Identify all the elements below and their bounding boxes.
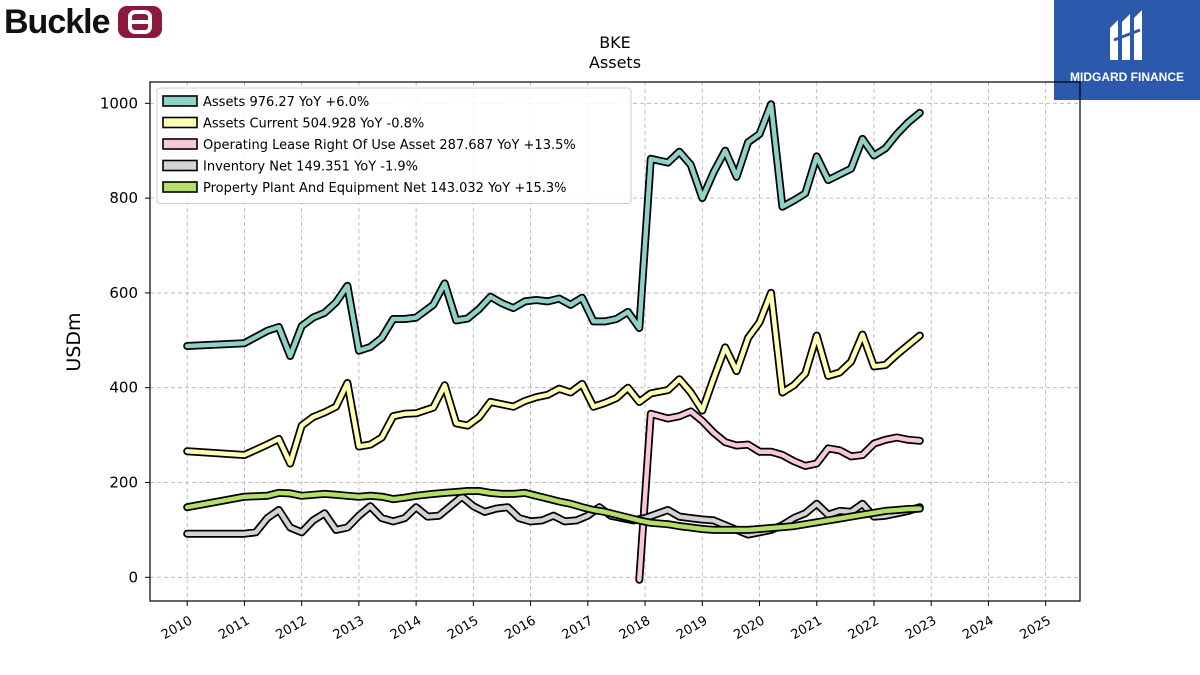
chart-title: BKE <box>599 33 631 52</box>
series-line <box>184 494 923 537</box>
y-tick-label: 1000 <box>100 94 138 112</box>
series-line-outline <box>635 407 924 584</box>
x-tick-label: 2021 <box>789 613 825 643</box>
legend-label: Inventory Net 149.351 YoY -1.9% <box>203 160 418 175</box>
midgard-emblem-icon <box>1110 10 1142 60</box>
y-tick-label: 0 <box>128 568 138 586</box>
x-tick-label: 2020 <box>731 613 767 643</box>
series-line <box>184 290 923 466</box>
x-tick-label: 2025 <box>1018 613 1054 643</box>
y-tick-label: 200 <box>109 474 138 492</box>
x-tick-label: 2023 <box>903 613 939 643</box>
legend-label: Assets 976.27 YoY +6.0% <box>203 95 369 110</box>
legend-swatch <box>162 116 198 129</box>
series-operating-lease-right-of-use-asset <box>635 407 924 584</box>
x-tick-label: 2015 <box>445 613 481 643</box>
series-line <box>637 409 923 582</box>
series-assets-current <box>183 288 924 468</box>
legend-box <box>156 87 632 204</box>
midgard-finance-name: MIDGARD FINANCE <box>1070 70 1184 84</box>
series-line <box>184 102 923 359</box>
series-property-plant-and-equipment-net <box>183 487 924 534</box>
buckle-b-icon <box>117 6 162 38</box>
series-assets <box>183 100 924 360</box>
plot-frame <box>149 81 1081 602</box>
x-tick-label: 2022 <box>846 613 882 643</box>
legend-label: Operating Lease Right Of Use Asset 287.6… <box>203 138 576 153</box>
chart-subtitle: Assets <box>589 53 641 72</box>
y-tick-label: 800 <box>109 189 138 207</box>
legend-swatch <box>162 159 198 172</box>
series-inventory-net <box>183 492 924 539</box>
y-tick-label: 400 <box>109 379 138 397</box>
x-tick-label: 2012 <box>274 613 310 643</box>
midgard-finance-logo: MIDGARD FINANCE <box>1054 0 1200 100</box>
buckle-logo: Buckle <box>4 2 162 42</box>
legend-label: Property Plant And Equipment Net 143.032… <box>203 181 567 196</box>
legend-swatch <box>162 95 198 107</box>
x-tick-label: 2018 <box>617 613 653 643</box>
x-tick-label: 2014 <box>388 613 424 643</box>
x-tick-label: 2024 <box>960 613 996 643</box>
y-axis-label: USDm <box>63 312 85 371</box>
x-tick-label: 2010 <box>159 613 195 643</box>
x-tick-label: 2019 <box>674 613 710 643</box>
x-tick-label: 2011 <box>216 613 252 643</box>
x-tick-label: 2013 <box>331 613 367 643</box>
legend-swatch <box>162 138 198 150</box>
series-layer <box>183 100 924 584</box>
x-tick-label: 2017 <box>560 613 596 643</box>
buckle-wordmark: Buckle <box>4 2 110 41</box>
legend-label: Assets Current 504.928 YoY -0.8% <box>203 117 424 132</box>
series-line <box>184 488 923 533</box>
y-tick-label: 600 <box>109 284 138 302</box>
x-tick-label: 2016 <box>502 613 538 643</box>
legend: Assets 976.27 YoY +6.0% Assets Current 50… <box>156 87 632 204</box>
legend-swatch <box>162 181 198 193</box>
